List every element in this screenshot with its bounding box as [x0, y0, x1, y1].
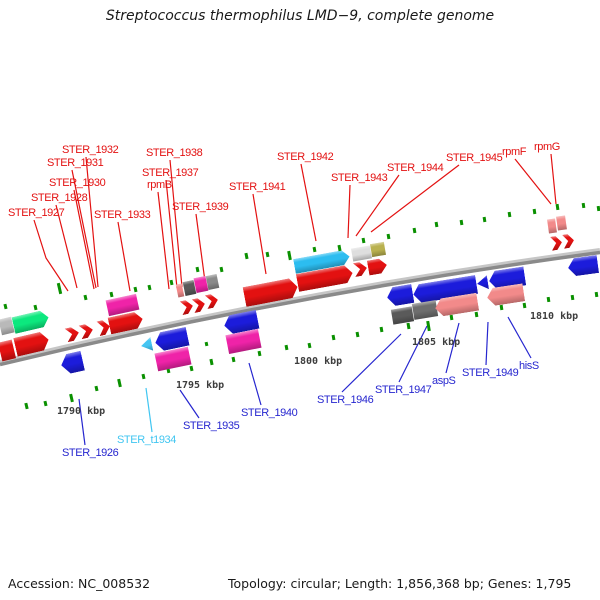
leader-line-STER_1935 [179, 389, 200, 419]
gene-label-rpmF: rpmF [502, 146, 527, 158]
feature-tick [449, 314, 454, 321]
leader-line-hisS [507, 316, 532, 359]
gene-rpmG [556, 215, 567, 231]
feature-tick [474, 311, 479, 318]
leader-line-rpmF [514, 158, 552, 205]
leader-line-STER_1931 [71, 169, 97, 289]
feature-tick [231, 356, 236, 363]
gene-label-STER_1941: STER_1941 [229, 181, 286, 193]
gene-label-STER_1942: STER_1942 [277, 151, 334, 163]
feature-tick [546, 297, 551, 303]
gene-label-STER_1940: STER_1940 [241, 407, 298, 419]
leader-line-STER_1943 [347, 184, 351, 239]
gene-label-STER_1938: STER_1938 [146, 147, 203, 159]
plot-title: Streptococcus thermophilus LMD−9, comple… [105, 8, 495, 24]
scale-label-1800-kbp: 1800 kbp [294, 356, 343, 367]
genome-axis-line-shadow [0, 250, 600, 367]
feature-tick [412, 227, 417, 234]
leader-line-STER_1926 [78, 398, 86, 446]
gene-label-STER_1932: STER_1932 [62, 144, 119, 156]
gene-label-rpmB: rpmB [147, 179, 172, 191]
leader-line-STER_1927 [33, 219, 69, 292]
accession-text: Accession: NC_008532 [8, 576, 151, 591]
feature-tick [581, 203, 586, 209]
feature-tick [570, 294, 575, 301]
feature-tick [555, 203, 560, 211]
gene-label-STER_1943: STER_1943 [331, 172, 388, 184]
gene-label-STER_1937: STER_1937 [142, 167, 199, 179]
leader-line-aspS [445, 322, 460, 374]
gene-label-STER_1933: STER_1933 [94, 209, 151, 221]
leader-line-STER_1949 [485, 321, 489, 366]
gene-label-STER_1939: STER_1939 [172, 201, 229, 213]
scale-label-1805-kbp: 1805 kbp [412, 337, 461, 348]
gene-label-STER_t1934: STER_t1934 [117, 434, 176, 446]
feature-tick [355, 331, 360, 338]
leader-line-rpmG [550, 153, 557, 205]
gene [390, 306, 415, 325]
feature-tick [522, 302, 527, 308]
leader-line-rpmB [157, 191, 170, 290]
feature-tick [532, 209, 537, 215]
leader-line-STER_1945 [370, 164, 460, 233]
feature-tick [482, 216, 487, 223]
feature-tick [459, 220, 464, 226]
feature-tick [499, 305, 504, 311]
leader-line-STER_1944 [355, 174, 400, 237]
scale-label-1790-kbp: 1790 kbp [57, 406, 106, 417]
gene-label-STER_1926: STER_1926 [62, 447, 119, 459]
scale-label-1795-kbp: 1795 kbp [176, 380, 225, 391]
feature-tick [594, 291, 599, 297]
leader-line-STER_1933 [117, 221, 131, 292]
leader-line-STER_t1934 [145, 387, 153, 433]
feature-tick [331, 334, 336, 341]
gene-label-STER_1935: STER_1935 [183, 420, 240, 432]
gene-label-aspS: aspS [432, 375, 456, 387]
gene-label-rpmG: rpmG [534, 141, 560, 153]
gene-label-STER_1944: STER_1944 [387, 162, 444, 174]
leader-line-STER_1932 [85, 156, 99, 288]
gene-label-STER_1927: STER_1927 [8, 207, 65, 219]
gene-label-STER_1930: STER_1930 [49, 177, 106, 189]
gene-label-STER_1947: STER_1947 [375, 384, 432, 396]
feature-tick [507, 211, 512, 218]
feature-tick [434, 222, 439, 228]
genome-stats-text: Topology: circular; Length: 1,856,368 bp… [228, 576, 572, 591]
leader-line-STER_1941 [252, 193, 267, 275]
leader-line-STER_1946 [341, 333, 402, 393]
gene-label-STER_1949: STER_1949 [462, 367, 519, 379]
leader-line-STER_1928 [55, 204, 78, 289]
gene-label-STER_1931: STER_1931 [47, 157, 104, 169]
leader-line-STER_1937 [165, 179, 178, 289]
leader-line-STER_1942 [300, 163, 317, 242]
scale-label-1810-kbp: 1810 kbp [530, 311, 579, 322]
leader-line-STER_1940 [248, 362, 262, 406]
gene-label-STER_1928: STER_1928 [31, 192, 88, 204]
gene-label-STER_1946: STER_1946 [317, 394, 374, 406]
leader-line-STER_1947 [398, 325, 428, 383]
gene-label-STER_1945: STER_1945 [446, 152, 503, 164]
gene-STER_1944 [369, 241, 387, 258]
feature-tick [204, 341, 209, 346]
leader-line-STER_1930 [73, 189, 95, 290]
gene-label-hisS: hisS [519, 360, 539, 372]
leader-line-STER_1938 [169, 159, 183, 288]
